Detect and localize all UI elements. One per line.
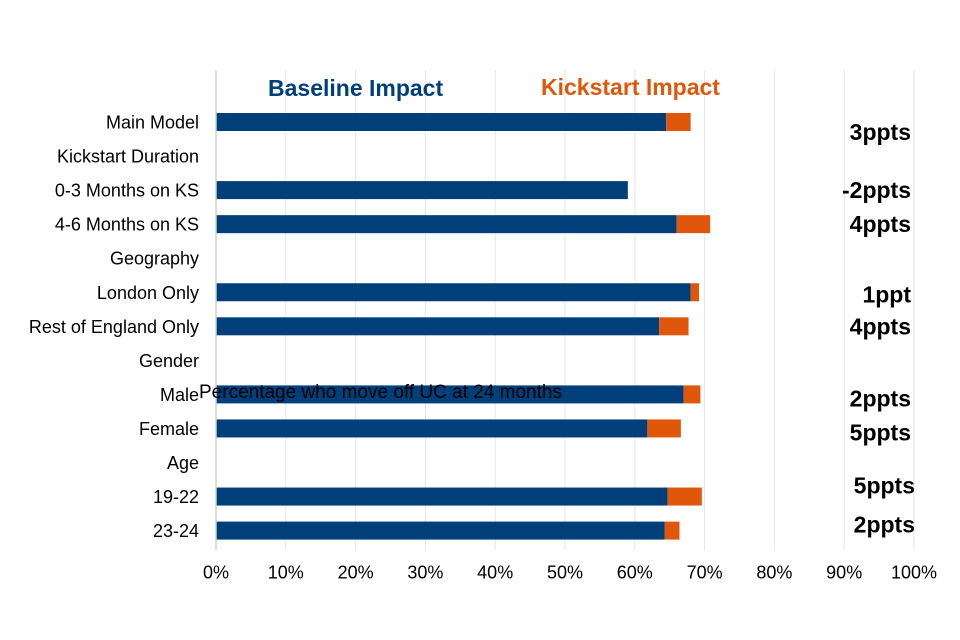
category-label: Gender	[139, 351, 199, 371]
x-tick-label: 80%	[756, 563, 792, 583]
bar-baseline	[216, 215, 677, 234]
x-tick-label: 20%	[338, 563, 374, 583]
bar-kickstart	[667, 487, 702, 506]
x-axis-title: Percentage who move off UC at 24 months	[199, 382, 562, 403]
x-tick-label: 90%	[826, 563, 862, 583]
impact-annotation: 3ppts	[850, 119, 911, 145]
category-label: Kickstart Duration	[57, 147, 199, 167]
category-label: 19-22	[153, 487, 199, 507]
impact-annotation: 4ppts	[850, 211, 911, 237]
bar-baseline	[216, 181, 628, 200]
bars	[216, 113, 711, 540]
category-label: 4-6 Months on KS	[55, 215, 199, 235]
impact-annotation: 2ppts	[850, 385, 911, 411]
bar-baseline	[216, 385, 684, 404]
x-tick-label: 70%	[687, 563, 723, 583]
bar-kickstart	[676, 215, 711, 234]
bar-kickstart	[647, 419, 681, 438]
impact-annotation: -2ppts	[842, 177, 911, 203]
category-label: Main Model	[106, 113, 199, 133]
category-label: Male	[160, 385, 199, 405]
bar-baseline	[216, 521, 665, 540]
x-tick-label: 10%	[268, 563, 304, 583]
bar-baseline	[216, 419, 648, 438]
x-tick-label: 40%	[477, 563, 513, 583]
bar-baseline	[216, 283, 691, 302]
impact-annotation: 4ppts	[850, 313, 911, 339]
bar-kickstart	[659, 317, 689, 336]
x-tick-label: 50%	[547, 563, 583, 583]
bar-kickstart	[664, 521, 680, 540]
x-tick-label: 0%	[203, 563, 229, 583]
x-tick-label: 60%	[617, 563, 653, 583]
category-label: Geography	[110, 249, 199, 269]
bar-kickstart	[683, 385, 701, 404]
x-tick-label: 30%	[407, 563, 443, 583]
category-label: 23-24	[153, 521, 199, 541]
category-label: Female	[139, 419, 199, 439]
legend-baseline-label: Baseline Impact	[268, 75, 443, 101]
bar-baseline	[216, 317, 660, 336]
gridlines	[285, 70, 915, 551]
bar-kickstart	[690, 283, 700, 302]
impact-annotation: 5ppts	[854, 473, 915, 499]
bar-kickstart	[666, 113, 691, 131]
category-label: Rest of England Only	[29, 317, 199, 337]
category-label: London Only	[97, 283, 199, 303]
annotation-labels: 3ppts -2ppts 4ppts 1ppt 4ppts 2ppts 5ppts 5ppts…	[842, 119, 915, 538]
category-labels: Main Model Kickstart Duration 0-3 Months o…	[29, 113, 199, 542]
x-tick-labels: 0% 10% 20% 30% 40% 50% 60% 70% 80% 90% 100%	[203, 563, 937, 583]
bar-baseline	[216, 487, 668, 506]
impact-annotation: 5ppts	[850, 419, 911, 445]
x-tick-label: 100%	[891, 563, 937, 583]
category-label: 0-3 Months on KS	[55, 181, 199, 201]
impact-annotation: 2ppts	[854, 512, 915, 538]
impact-annotation: 1ppt	[862, 281, 911, 307]
bar-baseline	[216, 113, 667, 131]
category-label: Age	[167, 453, 199, 473]
legend-kickstart-label: Kickstart Impact	[541, 74, 720, 100]
